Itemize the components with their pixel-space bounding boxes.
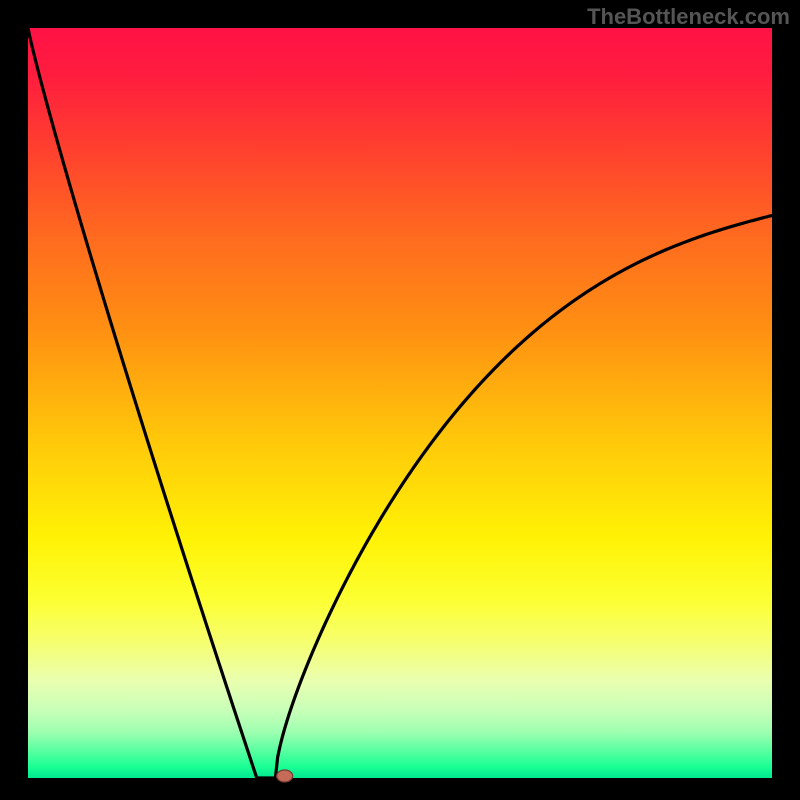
bottleneck-chart xyxy=(0,0,800,800)
watermark-text: TheBottleneck.com xyxy=(587,4,790,30)
chart-container: TheBottleneck.com xyxy=(0,0,800,800)
min-marker xyxy=(277,770,293,782)
plot-background xyxy=(28,28,772,778)
